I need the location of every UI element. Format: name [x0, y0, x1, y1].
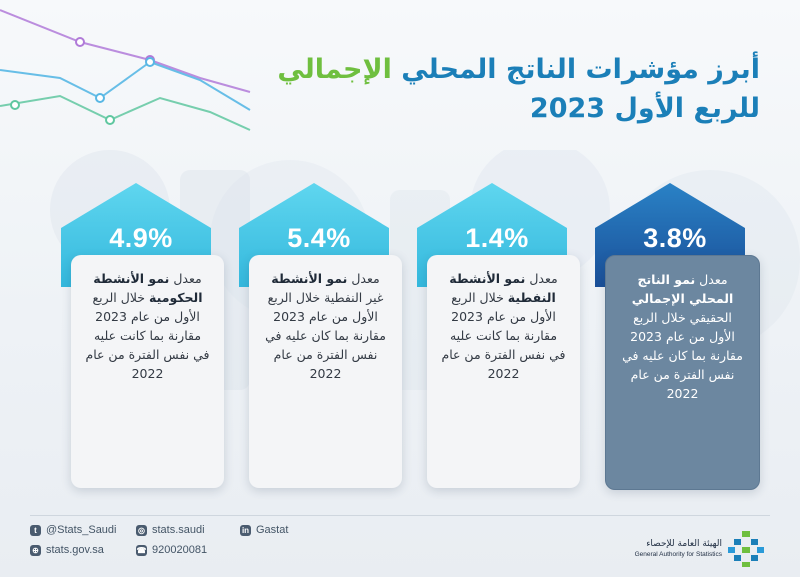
desc-rest: غير النفطية خلال الربع الأول من عام 2023…	[265, 290, 386, 381]
linkedin-icon: in	[240, 524, 251, 536]
desc-bold: نمو الأنشطة الحكومية	[93, 271, 203, 305]
indicator-value: 1.4%	[465, 223, 529, 253]
instagram-icon: ◎	[136, 524, 147, 536]
indicator-description: معدل نمو الأنشطة غير النفطية خلال الربع …	[249, 255, 402, 488]
twitter-icon: t	[30, 524, 41, 536]
indicator-description: معدل نمو الناتج المحلي الإجمالي الحقيقي …	[605, 255, 760, 490]
desc-bold: نمو الأنشطة النفطية	[449, 271, 556, 305]
footer: t @Stats_Saudi ◎ stats.saudi in Gastat ⊕…	[0, 515, 800, 577]
twitter-handle: @Stats_Saudi	[46, 524, 117, 536]
desc-prefix: معدل	[173, 271, 202, 286]
page-title: أبرز مؤشرات الناتج المحلي الإجمالي للربع…	[277, 52, 760, 128]
linkedin-link[interactable]: in Gastat	[240, 524, 288, 536]
indicator-value: 4.9%	[109, 223, 173, 253]
title-line1-part2: الإجمالي	[277, 54, 392, 85]
website-url: stats.gov.sa	[46, 544, 104, 556]
background-trend-lines	[0, 9, 251, 131]
org-name-arabic: الهيئة العامة للإحصاء	[646, 539, 722, 549]
instagram-link[interactable]: ◎ stats.saudi	[136, 524, 205, 536]
linkedin-handle: Gastat	[256, 524, 289, 536]
desc-bold: نمو الناتج المحلي الإجمالي	[631, 272, 734, 306]
twitter-link[interactable]: t @Stats_Saudi	[30, 524, 117, 536]
title-line2: للربع الأول 2023	[529, 93, 760, 124]
phone-link[interactable]: ☎ 920020081	[136, 544, 207, 556]
indicator-card-gdp: 3.8% معدل نمو الناتج المحلي الإجمالي الح…	[590, 183, 760, 490]
indicator-description: معدل نمو الأنشطة الحكومية خلال الربع الأ…	[71, 255, 224, 488]
indicator-card-government: 4.9% معدل نمو الأنشطة الحكومية خلال الرب…	[56, 183, 226, 488]
gastat-logo: الهيئة العامة للإحصاء General Authority …	[606, 525, 766, 571]
footer-divider	[30, 515, 770, 516]
indicator-card-oil: 1.4% معدل نمو الأنشطة النفطية خلال الربع…	[412, 183, 582, 488]
title-line1-part1: أبرز مؤشرات الناتج المحلي	[401, 54, 760, 85]
phone-icon: ☎	[136, 544, 147, 556]
indicator-value: 5.4%	[287, 223, 351, 253]
desc-bold: نمو الأنشطة	[271, 271, 348, 286]
desc-prefix: معدل	[529, 271, 558, 286]
desc-rest: الحقيقي خلال الربع الأول من عام 2023 مقا…	[622, 310, 743, 401]
website-link[interactable]: ⊕ stats.gov.sa	[30, 544, 104, 556]
desc-rest: خلال الربع الأول من عام 2023 مقارنة بما …	[85, 290, 210, 381]
globe-icon: ⊕	[30, 544, 41, 556]
desc-prefix: معدل	[699, 272, 728, 287]
gastat-logo-mark	[728, 531, 764, 567]
indicator-value: 3.8%	[643, 223, 707, 253]
indicator-card-non-oil: 5.4% معدل نمو الأنشطة غير النفطية خلال ا…	[234, 183, 404, 488]
desc-prefix: معدل	[351, 271, 380, 286]
instagram-handle: stats.saudi	[152, 524, 205, 536]
indicator-description: معدل نمو الأنشطة النفطية خلال الربع الأو…	[427, 255, 580, 488]
phone-number: 920020081	[152, 544, 208, 556]
org-name-english: General Authority for Statistics	[634, 551, 722, 558]
desc-rest: خلال الربع الأول من عام 2023 مقارنة بما …	[441, 290, 566, 381]
